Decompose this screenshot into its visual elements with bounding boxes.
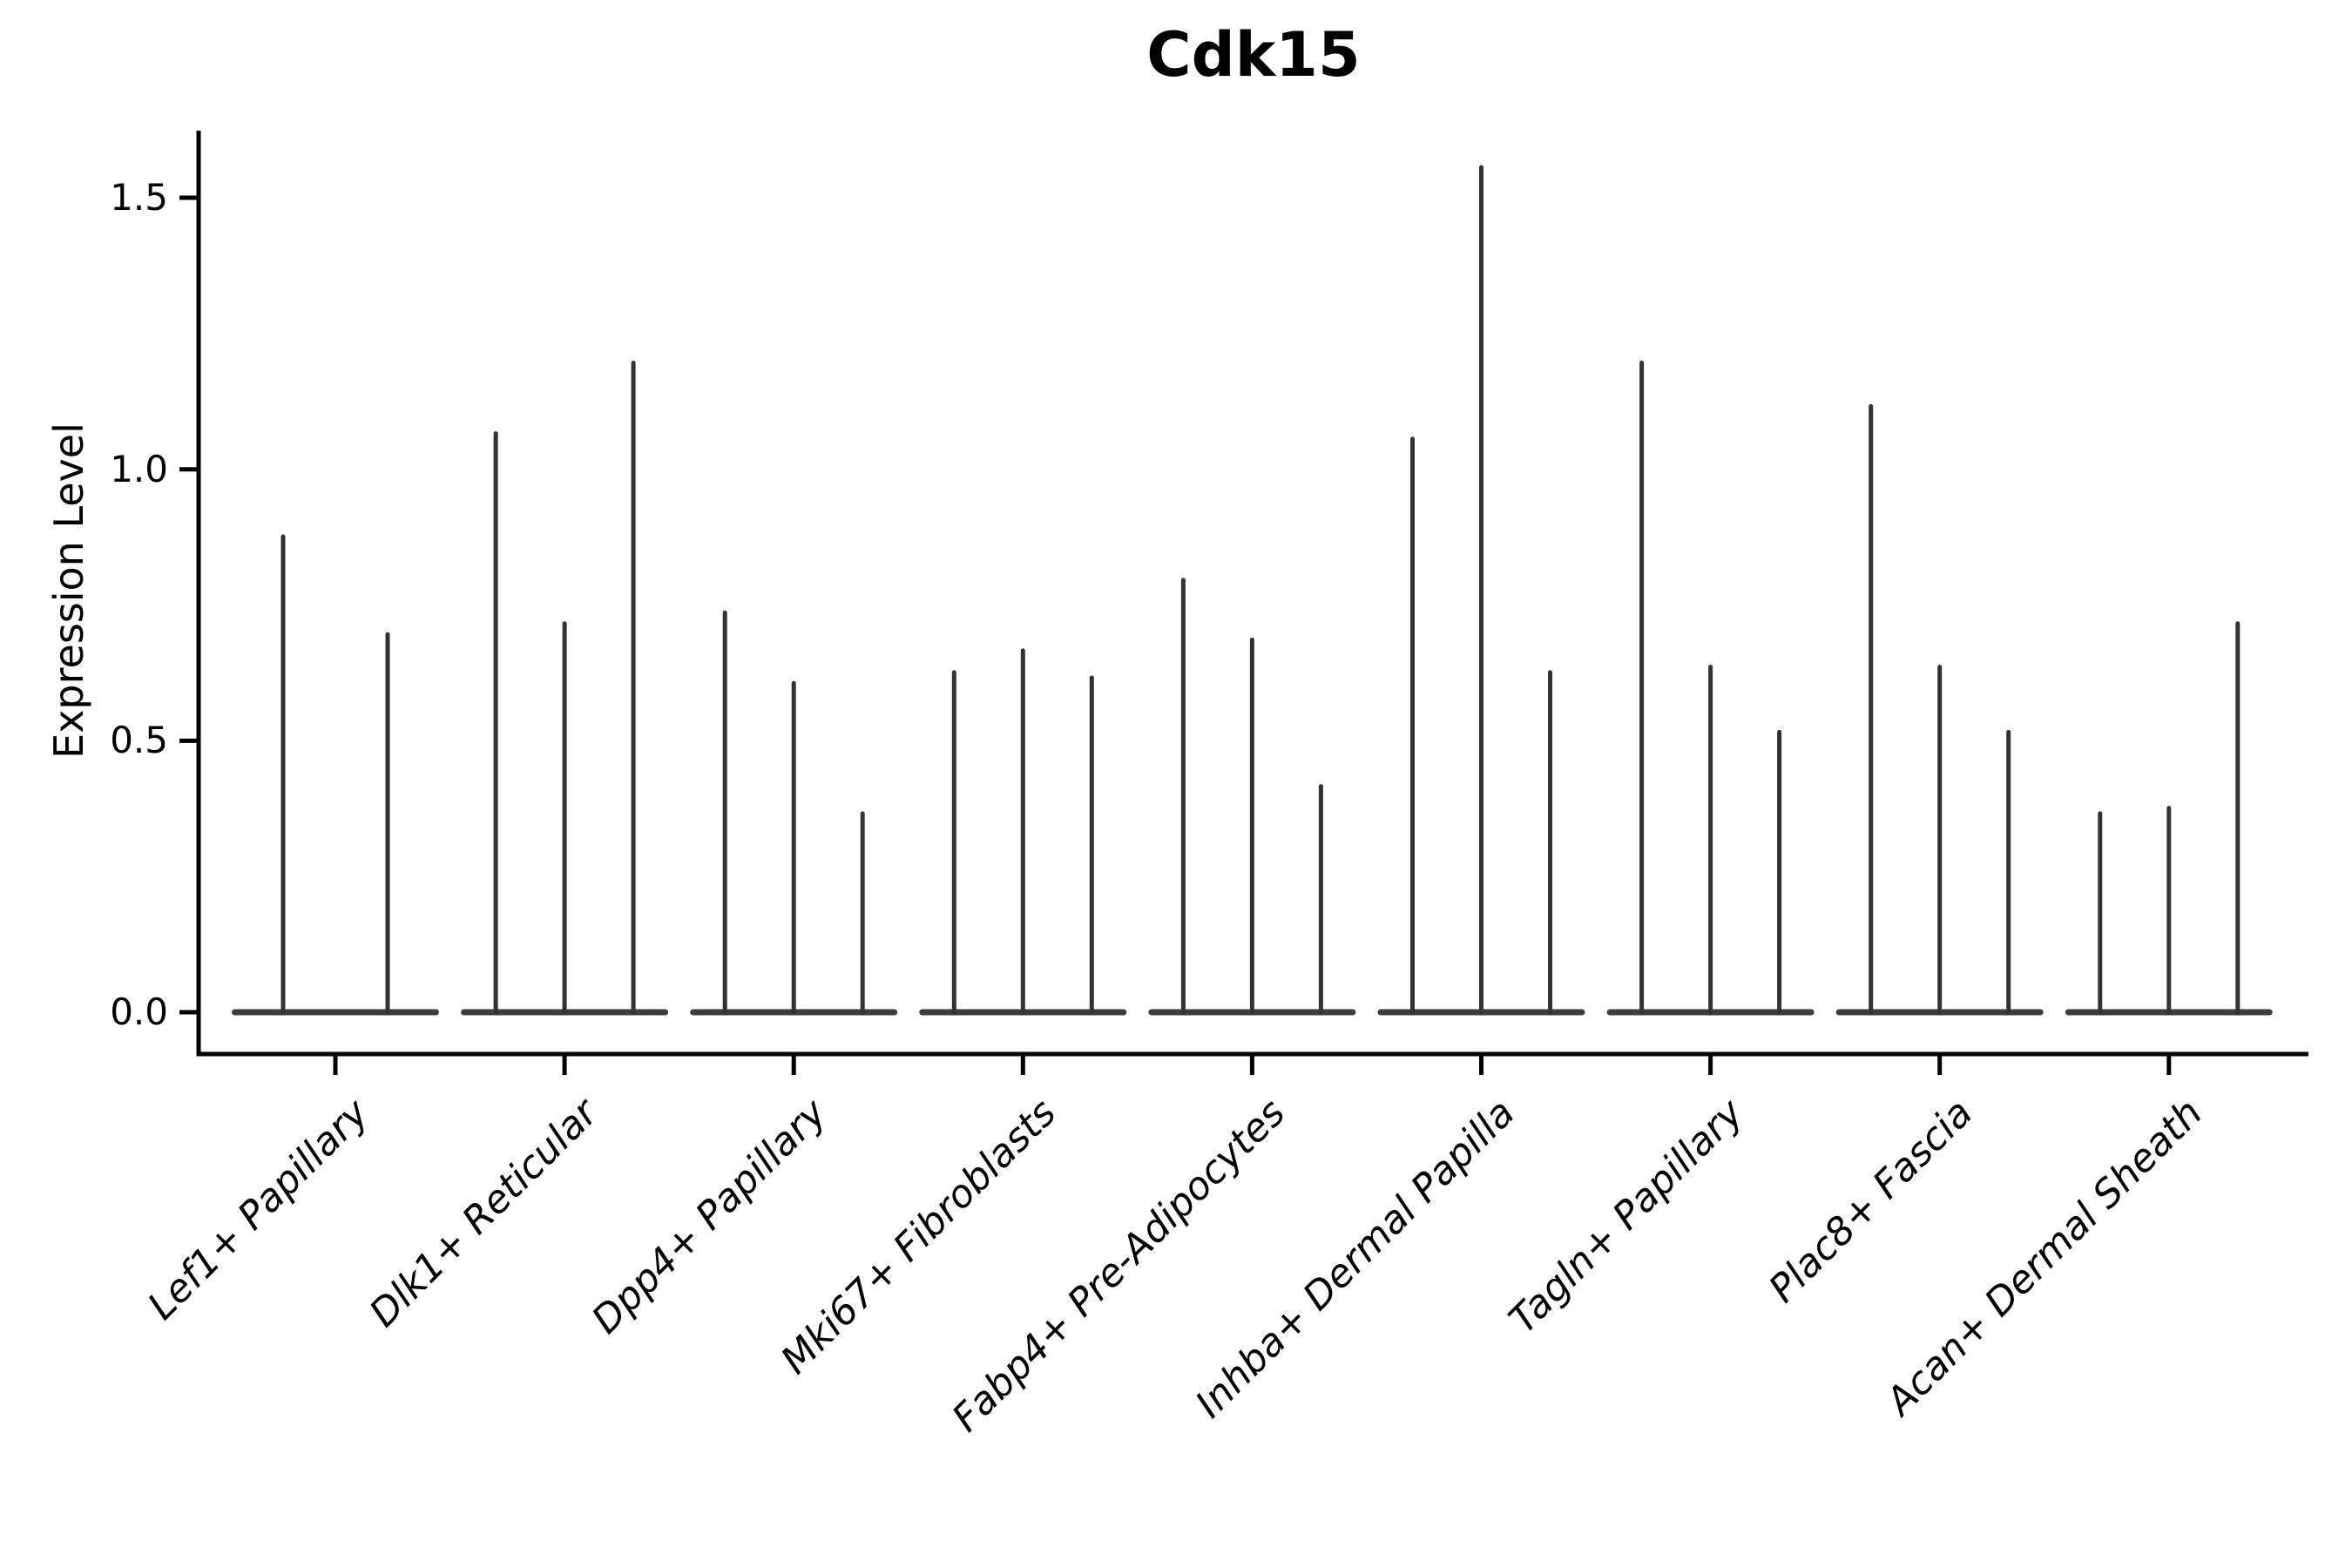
violin-spike	[1548, 670, 1552, 1015]
violin-spike	[562, 621, 567, 1015]
y-tick-label: 1.5	[110, 176, 168, 220]
violin-spike	[722, 610, 727, 1015]
violin-spike	[385, 632, 390, 1015]
violin-spike	[1410, 436, 1415, 1015]
violin-spike	[791, 680, 796, 1015]
violin-spike	[1249, 637, 1254, 1015]
violin-spike	[860, 811, 865, 1015]
violin-spike	[2235, 621, 2240, 1015]
violin-spike	[1318, 784, 1323, 1015]
y-tick-label: 1.0	[110, 447, 168, 490]
y-tick-label: 0.0	[110, 990, 168, 1033]
violin-spike	[493, 431, 498, 1016]
violin-spike	[1937, 665, 1943, 1015]
violin-spike	[2098, 811, 2103, 1015]
violin-spike	[631, 361, 636, 1015]
y-tick-label: 0.5	[110, 719, 168, 762]
violin-baseline	[232, 1009, 439, 1016]
violin-spike	[1089, 675, 1094, 1015]
violin-spike	[1180, 578, 1186, 1015]
violin-spike	[1020, 648, 1025, 1015]
violin-spike	[1869, 403, 1874, 1015]
violin-spike	[1777, 729, 1782, 1015]
violin-spike	[1639, 361, 1645, 1015]
violin-spike	[1708, 665, 1713, 1015]
violin-spike	[2166, 806, 2172, 1015]
chart-title: Cdk15	[1146, 19, 1361, 91]
violin-spike	[2006, 729, 2011, 1015]
violin-spike	[951, 670, 956, 1015]
violin-spike	[1479, 165, 1484, 1016]
violin-spike	[280, 534, 286, 1015]
